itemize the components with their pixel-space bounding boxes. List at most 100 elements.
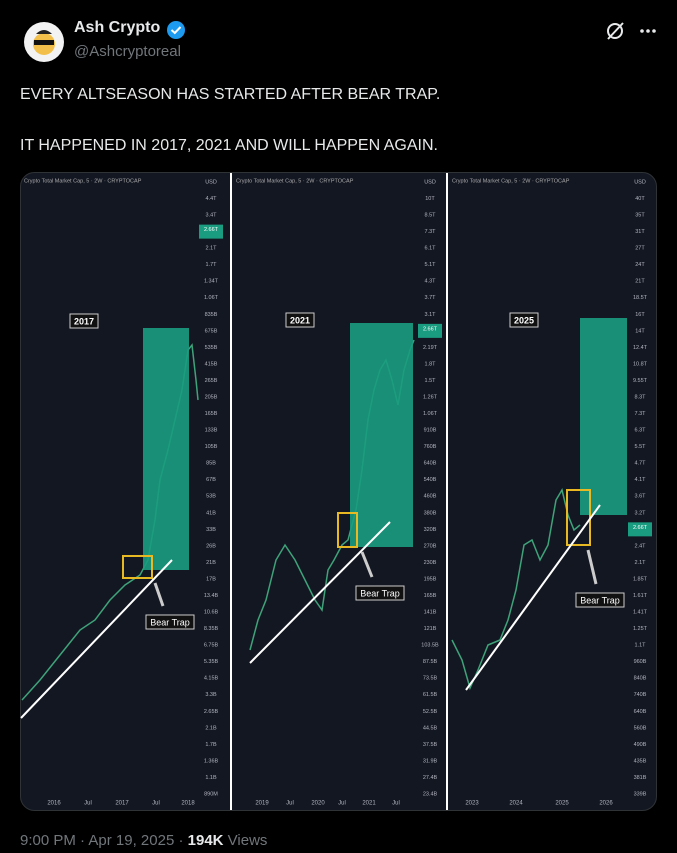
- y-axis-label: 61.5B: [423, 692, 438, 698]
- bear-trap-label-box: [145, 614, 195, 630]
- price-badge: 2.66T: [633, 525, 648, 531]
- x-axis-label: Jul: [338, 801, 346, 807]
- y-axis-label: 3.7T: [424, 295, 436, 301]
- y-axis-label: 2.1B: [205, 725, 217, 731]
- y-axis-label: 37.5B: [423, 742, 438, 748]
- avatar[interactable]: [24, 22, 64, 62]
- y-axis-label: 26B: [206, 543, 216, 549]
- y-axis-label: 195B: [424, 576, 437, 582]
- trend-line: [465, 504, 601, 691]
- y-axis-label: 1.85T: [633, 576, 648, 582]
- y-axis-label: 31T: [635, 229, 645, 235]
- bear-trap-label: Bear Trap: [580, 595, 620, 605]
- separator: ·: [80, 832, 86, 849]
- y-axis-label: 10.6B: [204, 610, 219, 616]
- price-badge-box: [199, 224, 223, 239]
- y-axis-label: 6.3T: [634, 428, 646, 434]
- y-axis-label: 67B: [206, 477, 216, 483]
- y-axis-label: 5.1T: [424, 262, 436, 268]
- y-axis-label: 740B: [634, 692, 647, 698]
- x-axis-label: 2025: [555, 801, 569, 807]
- footer: 9:00 PM · Apr 19, 2025 · 194K Views: [20, 832, 267, 849]
- y-axis-label: 230B: [424, 560, 437, 566]
- x-axis-label: 2019: [255, 801, 269, 807]
- green-zone: [580, 318, 627, 515]
- y-axis-label: 1.5T: [424, 378, 436, 384]
- trend-line: [20, 559, 173, 719]
- author-handle[interactable]: @Ashcryptoreal: [74, 43, 181, 60]
- y-axis-label: 17B: [206, 576, 216, 582]
- bear-trap-label-box: [575, 592, 625, 608]
- x-axis-label: Jul: [286, 801, 294, 807]
- view-count: 194K: [187, 832, 224, 849]
- x-axis-label: 2026: [599, 801, 613, 807]
- x-axis-label: 2021: [362, 801, 376, 807]
- bear-trap-label: Bear Trap: [360, 588, 400, 598]
- y-axis-label: 840B: [634, 676, 647, 682]
- y-axis-label: 890M: [204, 791, 218, 797]
- y-axis-label: USD: [634, 179, 646, 185]
- y-axis-label: 103.5B: [421, 643, 439, 649]
- post-date[interactable]: Apr 19, 2025: [88, 832, 175, 849]
- y-axis-label: 24T: [635, 262, 645, 268]
- author-name[interactable]: Ash Crypto: [74, 19, 161, 36]
- y-axis-label: 14T: [635, 328, 645, 334]
- y-axis-label: 3.2T: [634, 510, 646, 516]
- panel-header: Crypto Total Market Cap, 5 · 2W · CRYPTO…: [452, 178, 570, 184]
- y-axis-label: 835B: [205, 312, 218, 318]
- y-axis-label: 381B: [634, 775, 647, 781]
- arrow: [360, 551, 374, 578]
- y-axis-label: 31.9B: [423, 758, 438, 764]
- y-axis-label: 2.1T: [205, 246, 217, 252]
- year-label: 2017: [74, 316, 94, 326]
- y-axis-label: 8.3T: [634, 394, 646, 400]
- year-label: 2025: [514, 315, 534, 325]
- more-icon[interactable]: [640, 29, 656, 33]
- y-axis-label: 560B: [634, 725, 647, 731]
- y-axis-label: 73.5B: [423, 676, 438, 682]
- y-axis-label: 16T: [635, 312, 645, 318]
- post-time[interactable]: 9:00 PM: [20, 832, 76, 849]
- y-axis-label: 52.5B: [423, 709, 438, 715]
- x-axis-label: 2020: [311, 801, 325, 807]
- y-axis-label: 33B: [206, 527, 216, 533]
- y-axis-label: 21T: [635, 279, 645, 285]
- y-axis-label: 23.4B: [423, 791, 438, 797]
- trend-line: [249, 521, 391, 664]
- x-axis-label: Jul: [152, 801, 160, 807]
- y-axis-label: 1.34T: [204, 279, 219, 285]
- x-axis-label: 2023: [465, 801, 479, 807]
- y-axis-label: 133B: [205, 428, 218, 434]
- price-badge-box: [628, 522, 652, 537]
- panel-header: Crypto Total Market Cap, 5 · 2W · CRYPTO…: [236, 178, 354, 184]
- y-axis-label: 1.1B: [205, 775, 217, 781]
- grok-icon[interactable]: [607, 23, 623, 39]
- tweet-text: IT HAPPENED IN 2017, 2021 AND WILL HAPPE…: [20, 137, 438, 154]
- y-axis-label: 270B: [424, 543, 437, 549]
- bear-trap-label: Bear Trap: [150, 617, 190, 627]
- arrow: [586, 549, 598, 585]
- y-axis-label: 105B: [205, 444, 218, 450]
- y-axis-label: 1.7T: [205, 262, 217, 268]
- y-axis-label: 6.75B: [204, 643, 219, 649]
- y-axis-label: 13.4B: [204, 593, 219, 599]
- y-axis-label: 3.4T: [205, 213, 217, 219]
- y-axis-label: 2.19T: [423, 345, 438, 351]
- y-axis-label: 460B: [424, 494, 437, 500]
- views-label: Views: [227, 832, 268, 849]
- y-axis-label: 2.65B: [204, 709, 219, 715]
- y-axis-label: 1.7B: [205, 742, 217, 748]
- y-axis-label: 3.3B: [205, 692, 217, 698]
- green-zone: [350, 323, 413, 547]
- y-axis-label: 540B: [424, 477, 437, 483]
- y-axis-label: 53B: [206, 494, 216, 500]
- y-axis-label: 40T: [635, 196, 645, 202]
- y-axis-label: 10.8T: [633, 361, 648, 367]
- y-axis-label: 2.1T: [634, 560, 646, 566]
- y-axis-label: 1.41T: [633, 610, 648, 616]
- y-axis-label: 10T: [425, 196, 435, 202]
- y-axis-label: 5.35B: [204, 659, 219, 665]
- y-axis-label: 760B: [424, 444, 437, 450]
